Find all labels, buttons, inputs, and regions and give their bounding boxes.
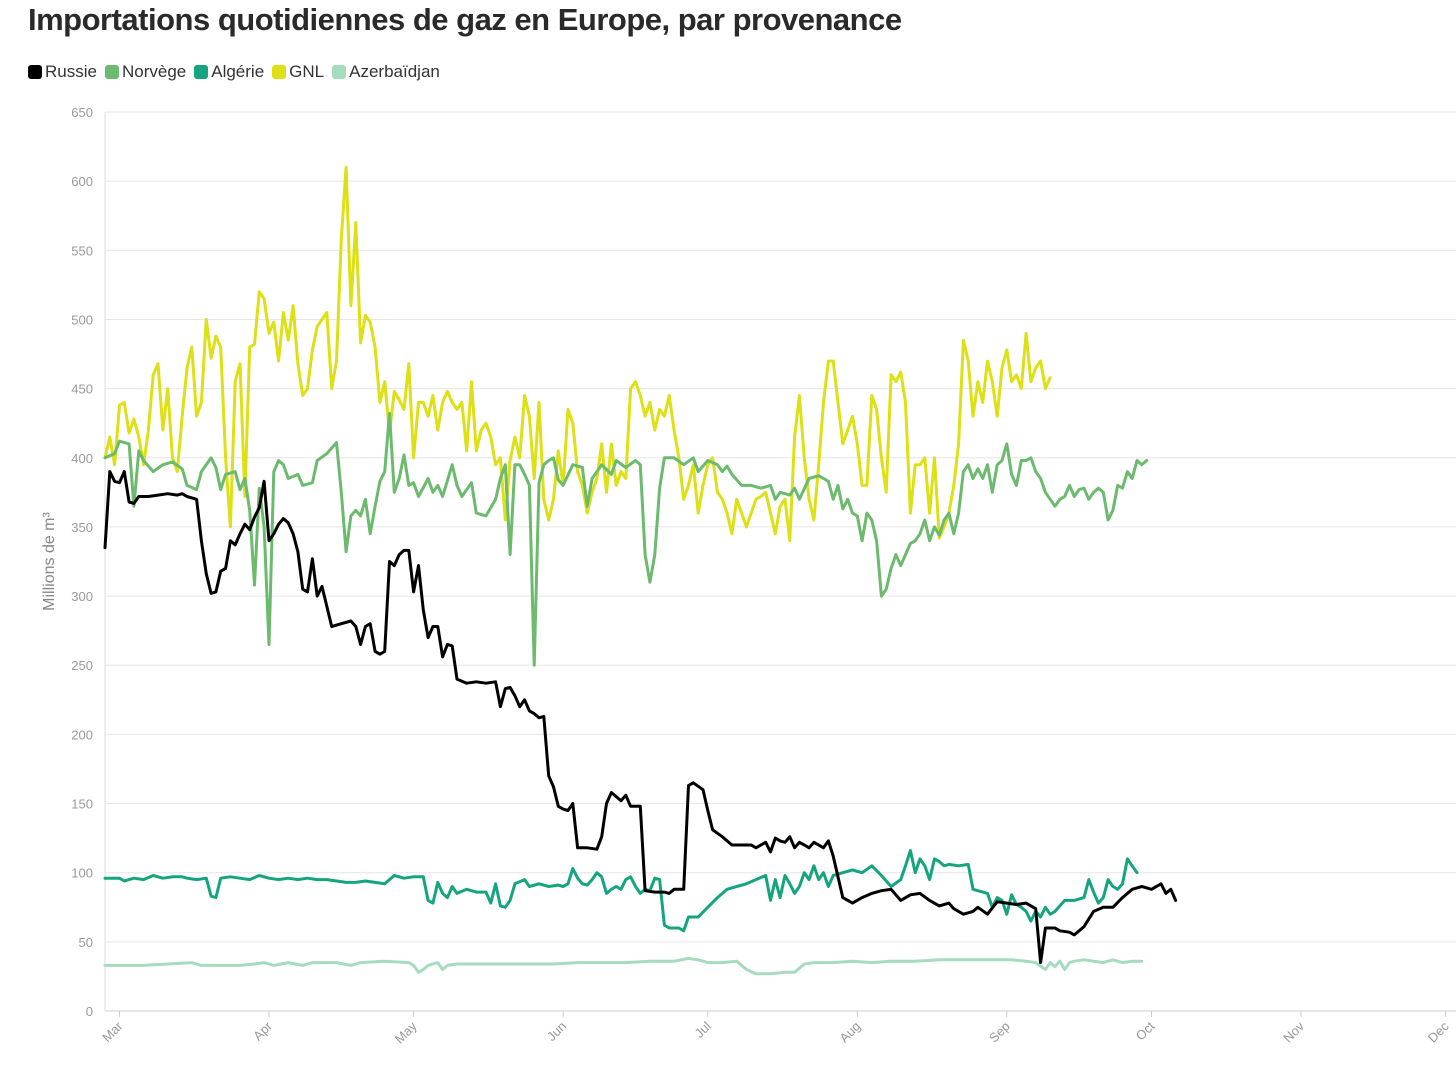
y-tick-label: 600 (71, 174, 93, 189)
series-line-4 (103, 956, 1144, 976)
legend-label: Norvège (121, 62, 187, 81)
y-tick-label: 250 (71, 658, 93, 673)
legend-swatch (332, 65, 347, 79)
y-tick-label: 400 (71, 451, 93, 466)
legend-item[interactable]: Norvège (104, 62, 187, 82)
legend-swatch (194, 65, 209, 79)
x-tick-label: Oct (1133, 1018, 1158, 1043)
series-line-0 (103, 470, 1178, 965)
y-tick-label: 50 (79, 935, 93, 950)
y-tick-label: 350 (71, 520, 93, 535)
x-tick-label: Dec (1425, 1018, 1452, 1045)
y-tick-label: 450 (71, 382, 93, 397)
legend-item[interactable]: Algérie (194, 62, 264, 82)
legend-label: Azerbaïdjan (349, 62, 440, 81)
x-tick-label: Jun (544, 1019, 569, 1044)
x-tick-label: Mar (99, 1018, 126, 1045)
y-tick-label: 500 (71, 312, 93, 327)
legend-item[interactable]: Azerbaïdjan (332, 62, 440, 82)
legend-label: Russie (45, 62, 97, 81)
y-tick-label: 100 (71, 866, 93, 881)
y-axis-title: Millions de m³ (41, 511, 58, 610)
y-tick-label: 150 (71, 797, 93, 812)
chart-title: Importations quotidiennes de gaz en Euro… (28, 2, 902, 37)
legend-swatch (272, 65, 287, 79)
series-line-2 (103, 849, 1139, 933)
y-tick-label: 550 (71, 243, 93, 258)
legend-swatch (28, 65, 42, 79)
legend-label: Algérie (211, 62, 265, 81)
x-tick-label: Aug (836, 1019, 863, 1046)
legend-label: GNL (289, 62, 325, 81)
x-tick-label: Sep (986, 1019, 1013, 1046)
legend-item[interactable]: Russie (28, 62, 97, 82)
series-line-3 (103, 165, 1052, 543)
series-line-1 (103, 412, 1149, 667)
y-tick-label: 0 (86, 1004, 93, 1019)
x-tick-label: Nov (1280, 1018, 1307, 1045)
legend-item[interactable]: GNL (272, 62, 324, 82)
y-tick-label: 650 (71, 105, 93, 120)
y-tick-label: 300 (71, 589, 93, 604)
legend-swatch (104, 65, 119, 79)
x-tick-label: May (392, 1018, 420, 1046)
y-tick-label: 200 (71, 727, 93, 742)
legend: Russie Norvège Algérie GNL Azerbaïdjan (28, 62, 440, 82)
x-tick-label: Jul (692, 1018, 714, 1040)
x-tick-label: Apr (250, 1018, 275, 1043)
